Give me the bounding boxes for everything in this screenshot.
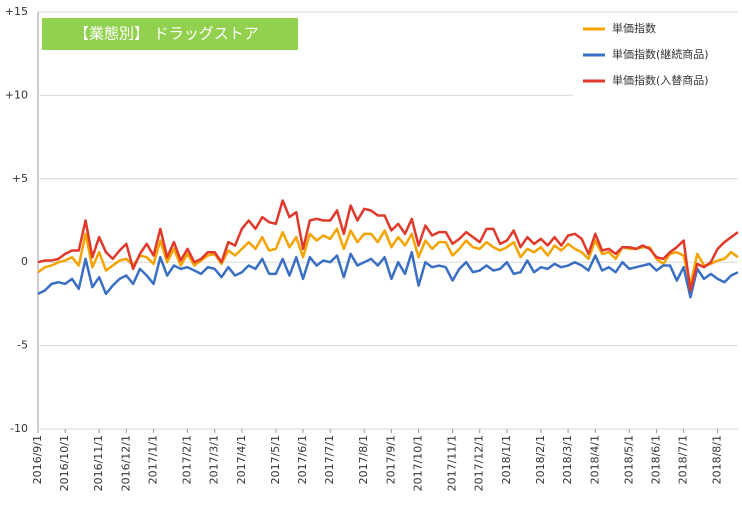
title-box <box>42 18 298 50</box>
legend-label: 単価指数 <box>612 21 656 35</box>
x-tick-label: 2016/10/1 <box>58 435 71 491</box>
legend-label: 単価指数(継続商品) <box>612 47 709 61</box>
line <box>37 227 739 287</box>
y-tick-label: +5 <box>12 172 28 185</box>
line <box>37 199 739 292</box>
x-tick-label: 2017/9/1 <box>384 435 397 484</box>
line <box>37 250 739 299</box>
x-tick-label: 2017/4/1 <box>235 435 248 484</box>
x-tick-label: 2016/12/1 <box>119 435 132 491</box>
x-tick-label: 2016/9/1 <box>31 435 44 484</box>
x-tick-label: 2017/12/1 <box>473 435 486 491</box>
x-tick-label: 2017/8/1 <box>357 435 370 484</box>
x-tick-label: 2018/1/1 <box>500 435 513 484</box>
x-tick-label: 2016/11/1 <box>92 435 105 491</box>
chart-title: 【業態別】 ドラッグストア <box>74 25 259 43</box>
y-tick-label: -10 <box>10 422 28 435</box>
x-tick-label: 2017/1/1 <box>147 435 160 484</box>
x-tick-label: 2017/7/1 <box>323 435 336 484</box>
x-tick-label: 2018/5/1 <box>622 435 635 484</box>
y-tick-label: 0 <box>21 255 28 268</box>
y-tick-label: +15 <box>5 5 28 18</box>
y-tick-label: +10 <box>5 88 28 101</box>
x-tick-label: 2017/11/1 <box>446 435 459 491</box>
x-tick-label: 2017/6/1 <box>296 435 309 484</box>
x-tick-label: 2017/10/1 <box>412 435 425 491</box>
x-tick-label: 2017/3/1 <box>208 435 221 484</box>
y-tick-label: -5 <box>17 339 28 352</box>
x-tick-label: 2018/4/1 <box>588 435 601 484</box>
x-tick-label: 2018/7/1 <box>677 435 690 484</box>
x-tick-label: 2017/2/1 <box>181 435 194 484</box>
x-tick-label: 2018/6/1 <box>649 435 662 484</box>
legend-label: 単価指数(入替商品) <box>612 73 709 87</box>
x-tick-label: 2018/2/1 <box>534 435 547 484</box>
x-tick-label: 2017/5/1 <box>269 435 282 484</box>
x-tick-label: 2018/3/1 <box>561 435 574 484</box>
x-tick-label: 2018/8/1 <box>711 435 724 484</box>
